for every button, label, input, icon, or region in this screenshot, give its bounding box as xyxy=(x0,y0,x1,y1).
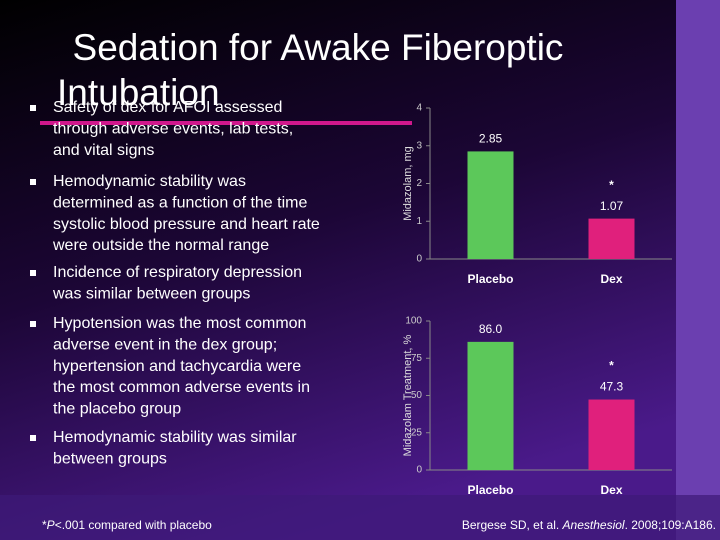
x-tick-label: Dex xyxy=(600,483,622,497)
y-tick-label: 0 xyxy=(416,254,422,265)
citation: Bergese SD, et al. Anesthesiol. 2008;109… xyxy=(462,518,716,532)
y-tick-label: 3 xyxy=(416,140,422,151)
x-tick-label: Dex xyxy=(600,272,622,286)
bullet-text: were outside the normal range xyxy=(52,237,269,254)
content: Sedation for Awake FiberopticIntubationS… xyxy=(30,27,716,532)
y-axis-label: Midazolam, mg xyxy=(402,146,414,221)
value-label: 47.3 xyxy=(600,380,624,394)
bullet-text: Safety of dex for AFOI assessed xyxy=(53,99,282,116)
chart: 0 1 2 3 4 Midazolam, mg 2.85 Placebo 1.07 Dex * xyxy=(402,103,672,286)
bullet-text: determined as a function of the time xyxy=(53,195,307,212)
significance-mark: * xyxy=(609,359,614,373)
bar xyxy=(467,341,514,470)
bullet-text: through adverse events, lab tests, xyxy=(53,121,293,138)
x-tick-label: Placebo xyxy=(467,272,513,286)
bullet-text: Incidence of respiratory depression xyxy=(53,264,302,281)
y-tick-label: 50 xyxy=(411,390,423,401)
bar xyxy=(588,218,635,259)
y-tick-label: 1 xyxy=(416,216,422,227)
bullet-text: hypertension and tachycardia were xyxy=(53,358,301,375)
bullet-text: Hemodynamic stability was xyxy=(53,173,246,190)
bullet-text: adverse event in the dex group; xyxy=(53,337,277,354)
x-tick-label: Placebo xyxy=(467,483,513,497)
bar xyxy=(467,151,514,259)
value-label: 86.0 xyxy=(479,322,503,336)
footnote: *P<.001 compared with placebo xyxy=(42,518,212,532)
footnote-part: P xyxy=(47,518,55,532)
footnote-part: <.001 compared with placebo xyxy=(55,518,212,532)
bullet-marker xyxy=(30,435,36,441)
bullet-marker xyxy=(30,270,36,276)
bar xyxy=(588,399,635,470)
bottom-band xyxy=(0,495,720,540)
bullet-text: and vital signs xyxy=(53,142,154,159)
citation-part: Bergese SD, et al. xyxy=(462,518,563,532)
slide-title: Intubation xyxy=(57,72,220,113)
y-tick-label: 75 xyxy=(411,353,423,364)
bullet-marker xyxy=(30,179,36,185)
citation-part: . 2008;109:A186. xyxy=(625,518,716,532)
y-tick-label: 2 xyxy=(416,178,422,189)
bullet-text: Hypotension was the most common xyxy=(53,315,306,332)
footnote-part: * xyxy=(42,518,47,532)
bullet-text: was similar between groups xyxy=(52,286,250,303)
bullet-text: between groups xyxy=(53,451,167,468)
y-tick-label: 100 xyxy=(405,316,422,327)
y-axis-label: Midazolam Treatment, % xyxy=(402,334,414,456)
y-tick-label: 0 xyxy=(416,465,422,476)
bullet-marker xyxy=(30,321,36,327)
side-strip xyxy=(676,0,720,540)
citation-part: Anesthesiol xyxy=(562,518,625,532)
bullet-text: the placebo group xyxy=(53,400,181,417)
bullet-text: Hemodynamic stability was similar xyxy=(53,429,297,446)
bullet-marker xyxy=(30,105,36,111)
chart: 0 25 50 75 100 Midazolam Treatment, % 86.0 Plac… xyxy=(402,316,672,497)
bullet-text: the most common adverse events in xyxy=(53,379,310,396)
y-tick-label: 4 xyxy=(416,103,422,114)
y-tick-label: 25 xyxy=(411,427,423,438)
bullet-text: systolic blood pressure and heart rate xyxy=(53,216,320,233)
significance-mark: * xyxy=(609,178,614,192)
value-label: 2.85 xyxy=(479,132,503,146)
slide-title: Sedation for Awake Fiberoptic xyxy=(73,27,564,68)
value-label: 1.07 xyxy=(600,199,624,213)
